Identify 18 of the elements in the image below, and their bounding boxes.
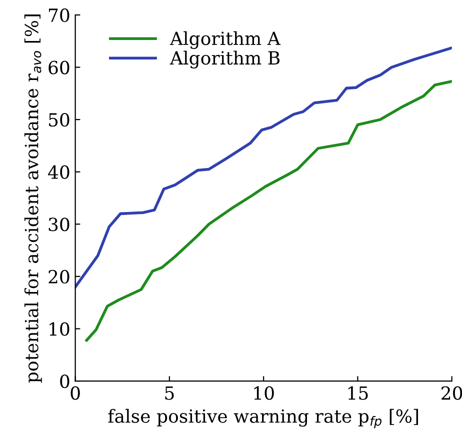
legend-label: Algorithm A xyxy=(170,31,281,49)
x-tick-label: 10 xyxy=(254,386,274,400)
y-tick-label: 10 xyxy=(50,322,70,336)
y-tick-label: 0 xyxy=(60,374,70,388)
y-tick-label: 30 xyxy=(48,218,70,232)
x-tick-label: 15 xyxy=(348,386,368,400)
line-series xyxy=(85,80,452,342)
y-tick-label: 40 xyxy=(48,165,70,179)
y-tick-label: 20 xyxy=(48,270,70,284)
x-tick-label: 0 xyxy=(70,386,80,400)
y-tick-label: 70 xyxy=(48,8,70,22)
x-axis-title: false positive warning rate p$_{fp}$ [%] xyxy=(108,408,418,428)
y-axis-title: potential for accident avoidance r$_{avo}$ [%] xyxy=(24,14,42,383)
y-tick-label: 60 xyxy=(48,60,70,74)
legend-label: Algorithm B xyxy=(170,50,280,68)
x-tick-label: 20 xyxy=(442,386,462,400)
y-tick-label: 50 xyxy=(49,113,70,127)
x-tick-label: 5 xyxy=(165,386,174,400)
